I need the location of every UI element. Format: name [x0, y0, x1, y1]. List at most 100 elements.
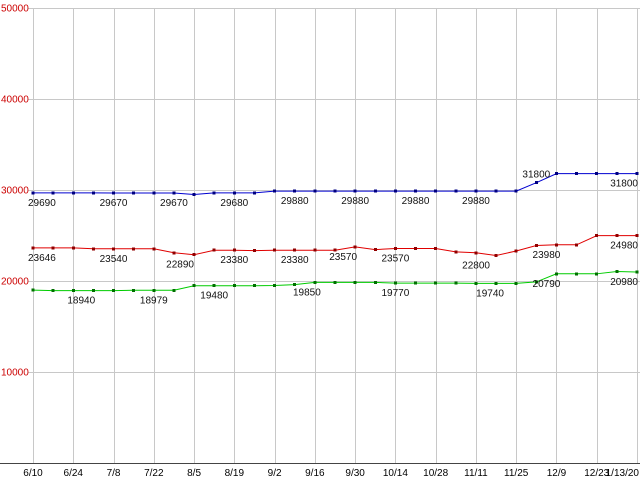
x-tick-label: 7/8: [107, 468, 121, 479]
point-value-label: 29880: [281, 196, 309, 207]
data-point-marker: [414, 281, 418, 285]
data-point-marker: [313, 189, 317, 193]
data-point-marker: [152, 247, 156, 251]
data-point-marker: [51, 246, 55, 250]
x-tick-label: 9/16: [305, 468, 325, 479]
data-point-marker: [152, 288, 156, 292]
data-point-marker: [252, 249, 256, 253]
data-point-marker: [575, 272, 579, 276]
data-point-marker: [494, 189, 498, 193]
red-series: 23646 23540 22890 23380 23380 23570 23570 22800…: [28, 234, 639, 272]
data-point-marker: [373, 248, 377, 252]
data-point-marker: [615, 234, 619, 238]
point-value-label: 23540: [100, 254, 128, 265]
data-point-marker: [514, 281, 518, 285]
data-point-marker: [333, 248, 337, 252]
data-point-marker: [635, 172, 639, 176]
data-point-marker: [212, 191, 216, 195]
data-point-marker: [454, 250, 458, 254]
data-point-marker: [273, 284, 277, 288]
point-value-label: 29880: [462, 196, 490, 207]
point-value-label: 29880: [402, 196, 430, 207]
data-point-marker: [293, 248, 297, 252]
x-tick-label: 12/23: [584, 468, 609, 479]
data-point-marker: [615, 269, 619, 273]
data-point-marker: [494, 281, 498, 285]
data-point-marker: [534, 244, 538, 248]
data-point-marker: [192, 193, 196, 197]
data-point-marker: [51, 191, 55, 195]
x-tick-label: 11/11: [464, 468, 488, 479]
x-tick-label: 12/9: [547, 468, 567, 479]
y-tick-label: 10000: [1, 368, 29, 379]
x-tick-label: 7/22: [144, 468, 164, 479]
x-axis-labels: 6/10 6/24 7/8 7/22 8/5 8/19 9/2 9/16 9/30 10/14 10…: [23, 468, 639, 479]
data-point-marker: [152, 191, 156, 195]
point-value-label: 23380: [220, 255, 248, 266]
data-point-marker: [434, 189, 438, 193]
point-value-label: 22800: [462, 261, 490, 272]
y-axis-labels: 10000 20000 30000 40000 50000: [1, 4, 29, 379]
data-point-marker: [31, 191, 35, 195]
data-point-marker: [112, 289, 116, 293]
data-point-marker: [212, 248, 216, 252]
point-value-label: 22890: [166, 260, 194, 271]
data-point-marker: [132, 288, 136, 292]
data-point-marker: [313, 248, 317, 252]
data-point-marker: [554, 172, 558, 176]
data-point-marker: [91, 191, 95, 195]
point-value-label: 29880: [341, 196, 369, 207]
data-point-marker: [474, 281, 478, 285]
x-tick-label: 9/2: [268, 468, 282, 479]
data-point-marker: [192, 284, 196, 288]
data-point-marker: [454, 189, 458, 193]
data-point-marker: [595, 172, 599, 176]
data-point-marker: [252, 191, 256, 195]
data-point-marker: [192, 253, 196, 257]
x-tick-label: 11/25: [504, 468, 529, 479]
data-point-marker: [112, 247, 116, 251]
point-value-label: 31800: [610, 179, 638, 190]
data-point-marker: [313, 280, 317, 284]
point-value-label: 23380: [281, 255, 309, 266]
data-point-marker: [635, 270, 639, 274]
data-point-marker: [71, 246, 75, 250]
y-tick-label: 30000: [1, 186, 29, 197]
point-value-label: 23570: [381, 254, 409, 265]
data-point-marker: [514, 249, 518, 253]
x-tick-label: 1/13/20: [606, 468, 640, 479]
x-tick-label: 8/5: [187, 468, 201, 479]
data-point-marker: [333, 280, 337, 284]
x-tick-label: 10/14: [383, 468, 408, 479]
point-value-label: 19850: [293, 287, 321, 298]
data-point-marker: [474, 189, 478, 193]
data-point-marker: [132, 191, 136, 195]
point-value-label: 23980: [533, 250, 561, 261]
point-value-label: 29690: [28, 198, 56, 209]
red-series-labels: 23646 23540 22890 23380 23380 23570 23570 22800…: [28, 241, 638, 272]
data-point-marker: [474, 251, 478, 255]
data-point-marker: [534, 280, 538, 284]
data-point-marker: [393, 247, 397, 251]
data-point-marker: [112, 191, 116, 195]
data-point-marker: [454, 281, 458, 285]
green-series-labels: 18940 18979 19480 19850 19770 19740 20790 20980: [67, 277, 638, 307]
data-point-marker: [273, 248, 277, 252]
data-point-marker: [353, 245, 357, 249]
data-point-marker: [252, 284, 256, 288]
x-tick-label: 6/10: [23, 468, 43, 479]
point-value-label: 19740: [476, 288, 504, 299]
data-point-marker: [373, 280, 377, 284]
data-point-marker: [494, 254, 498, 258]
data-point-marker: [71, 191, 75, 195]
point-value-label: 29670: [100, 198, 128, 209]
data-point-marker: [554, 272, 558, 276]
point-value-label: 18979: [140, 295, 168, 306]
x-tick-label: 8/19: [225, 468, 245, 479]
data-point-marker: [534, 181, 538, 185]
data-point-marker: [172, 288, 176, 292]
data-point-marker: [635, 234, 639, 238]
data-point-marker: [615, 172, 619, 176]
data-point-marker: [91, 247, 95, 251]
